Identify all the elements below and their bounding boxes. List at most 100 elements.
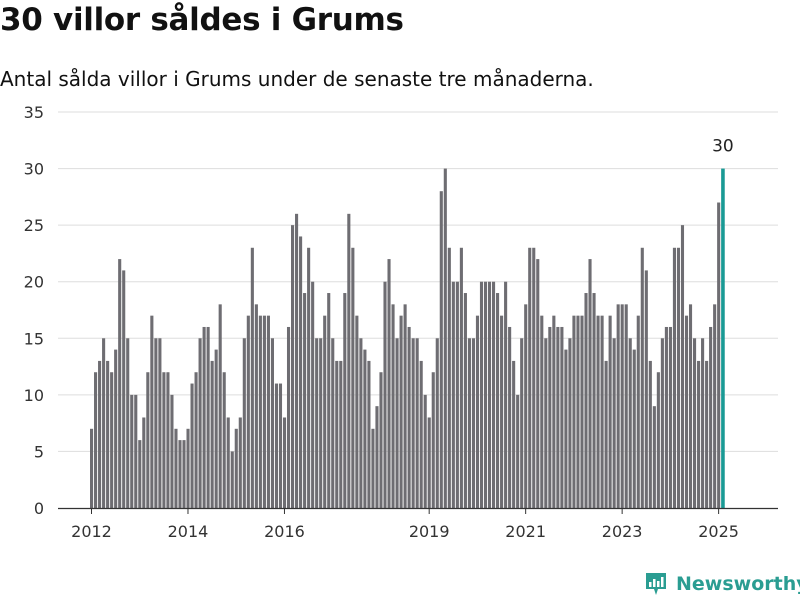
chart-title: 30 villor såldes i Grums	[0, 2, 404, 38]
bar	[206, 326, 210, 508]
bar	[315, 338, 319, 508]
bar	[114, 349, 118, 508]
bar	[266, 315, 270, 508]
bar	[282, 417, 287, 508]
bar	[142, 417, 146, 508]
bar	[584, 293, 588, 508]
y-tick-label: 5	[34, 442, 44, 461]
x-tick-label: 2019	[409, 522, 450, 541]
bar	[162, 372, 166, 508]
bar	[94, 372, 98, 508]
bar	[612, 338, 616, 508]
bar	[411, 338, 415, 508]
bar	[443, 168, 447, 509]
bar	[536, 259, 540, 508]
bar	[701, 338, 705, 508]
bar	[500, 315, 504, 508]
y-tick-label: 25	[24, 216, 44, 235]
bar	[455, 281, 459, 508]
bar	[222, 372, 226, 508]
bar	[178, 440, 182, 508]
bar	[604, 360, 608, 508]
bar	[278, 383, 283, 508]
bar	[150, 315, 154, 508]
bar	[628, 338, 632, 508]
bar	[572, 315, 576, 508]
bar	[242, 338, 246, 508]
bar	[170, 394, 174, 508]
bar	[516, 394, 520, 508]
value-annotation: 30	[712, 137, 734, 157]
bar	[210, 360, 214, 508]
x-tick-label: 2025	[698, 522, 739, 541]
bar	[697, 360, 701, 508]
bar	[463, 293, 467, 508]
bar	[632, 349, 636, 508]
newsworthy-logo-icon	[646, 573, 666, 595]
y-tick-label: 20	[24, 273, 44, 292]
bar	[524, 304, 528, 508]
bar	[130, 394, 134, 508]
bar	[479, 281, 484, 508]
bar	[363, 349, 367, 508]
bar	[616, 304, 620, 508]
bar	[102, 338, 106, 508]
bar	[182, 440, 186, 508]
bar	[158, 338, 162, 508]
bar	[415, 338, 419, 508]
x-tick-label: 2016	[264, 522, 305, 541]
bar	[250, 247, 254, 508]
bar	[564, 349, 568, 508]
bar	[343, 293, 347, 508]
chart-subtitle: Antal sålda villor i Grums under de sena…	[0, 67, 594, 91]
bar	[339, 360, 343, 508]
bar	[399, 315, 403, 508]
bar	[375, 406, 379, 508]
bar	[504, 281, 508, 508]
bar	[387, 259, 391, 508]
bar	[134, 394, 138, 508]
bar	[636, 315, 640, 508]
bar	[580, 315, 584, 508]
brand-name: Newsworthy	[676, 573, 800, 595]
bar	[451, 281, 455, 508]
x-tick-label: 2021	[505, 522, 546, 541]
bar	[258, 315, 262, 508]
bar	[238, 417, 242, 508]
bar	[214, 349, 218, 508]
bar	[427, 417, 431, 508]
x-tick-label: 2023	[602, 522, 643, 541]
bar	[202, 326, 206, 508]
bar	[307, 247, 311, 508]
bar	[190, 383, 194, 508]
bar	[648, 360, 652, 508]
bar	[532, 247, 536, 508]
bar	[660, 338, 664, 508]
bar	[359, 338, 363, 508]
bar	[705, 360, 709, 508]
bar	[640, 247, 644, 508]
bar	[234, 428, 238, 508]
bar	[512, 360, 516, 508]
bar	[568, 338, 572, 508]
bar	[218, 304, 222, 508]
bar	[693, 338, 697, 508]
bar	[467, 338, 471, 508]
bar	[588, 259, 592, 508]
bar	[198, 338, 202, 508]
bar	[624, 304, 628, 508]
bar	[668, 326, 672, 508]
bar	[439, 191, 443, 508]
bar	[319, 338, 323, 508]
bar	[656, 372, 660, 508]
bar	[419, 360, 423, 508]
bar	[106, 360, 110, 508]
bar	[709, 326, 713, 508]
bar	[459, 247, 463, 508]
bar	[717, 202, 721, 508]
bar	[684, 315, 689, 508]
bar	[186, 428, 190, 508]
bar	[423, 394, 427, 508]
bar	[270, 338, 274, 508]
